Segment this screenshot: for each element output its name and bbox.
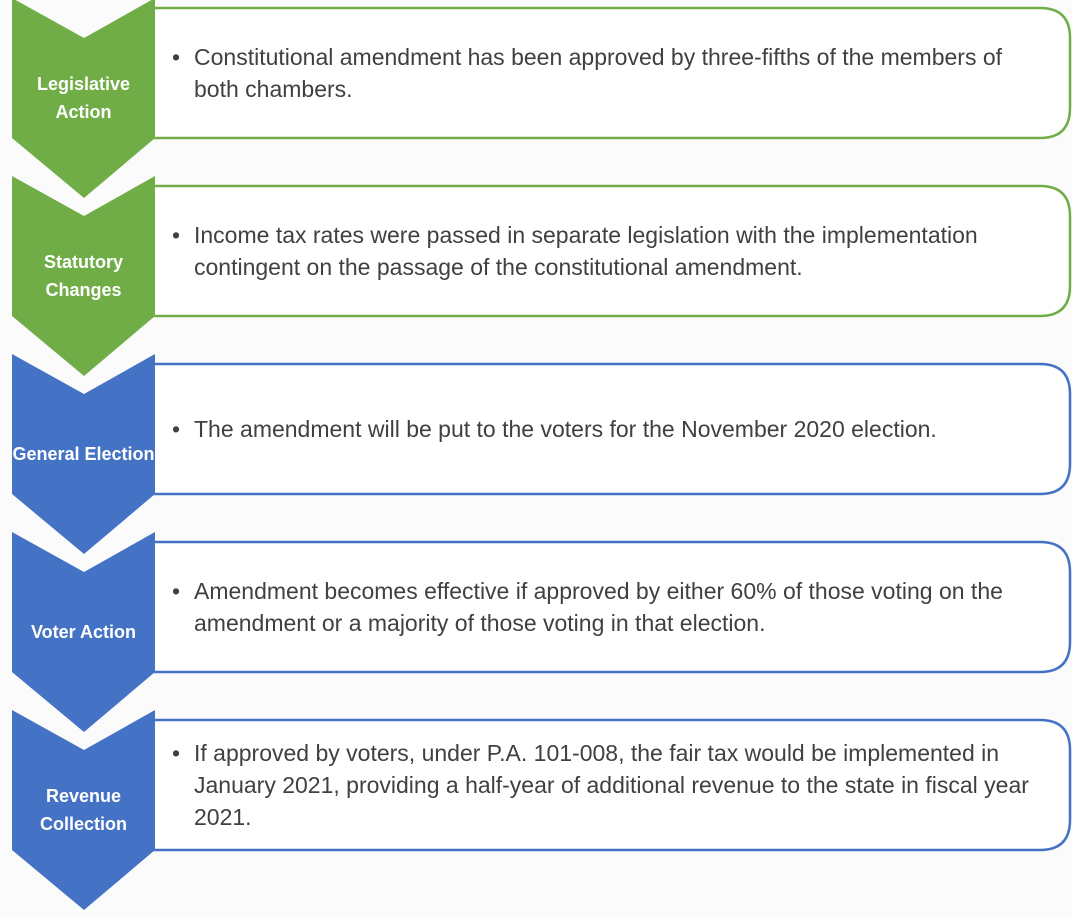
step-chevron: [12, 176, 155, 376]
step-text: The amendment will be put to the voters …: [172, 413, 937, 445]
step-chevron: [12, 354, 155, 554]
step-label: General Election: [12, 444, 155, 464]
step-label: Revenue Collection: [39, 786, 127, 834]
step-text-box: Constitutional amendment has been approv…: [172, 8, 1042, 138]
step-text-box: The amendment will be put to the voters …: [172, 364, 1042, 494]
step-text: Income tax rates were passed in separate…: [172, 219, 1042, 283]
step-text-box: Income tax rates were passed in separate…: [172, 186, 1042, 316]
step-chevron: [12, 532, 155, 732]
step-text: If approved by voters, under P.A. 101-00…: [172, 737, 1042, 833]
step-text-box: If approved by voters, under P.A. 101-00…: [172, 720, 1042, 850]
step-label: Voter Action: [30, 622, 136, 642]
step-chevron: [12, 0, 155, 198]
step-text: Constitutional amendment has been approv…: [172, 41, 1042, 105]
step-text-box: Amendment becomes effective if approved …: [172, 542, 1042, 672]
step-chevron: [12, 710, 155, 910]
step-label: Legislative Action: [36, 74, 131, 122]
step-label: Statutory Changes: [43, 252, 123, 300]
step-text: Amendment becomes effective if approved …: [172, 575, 1042, 639]
